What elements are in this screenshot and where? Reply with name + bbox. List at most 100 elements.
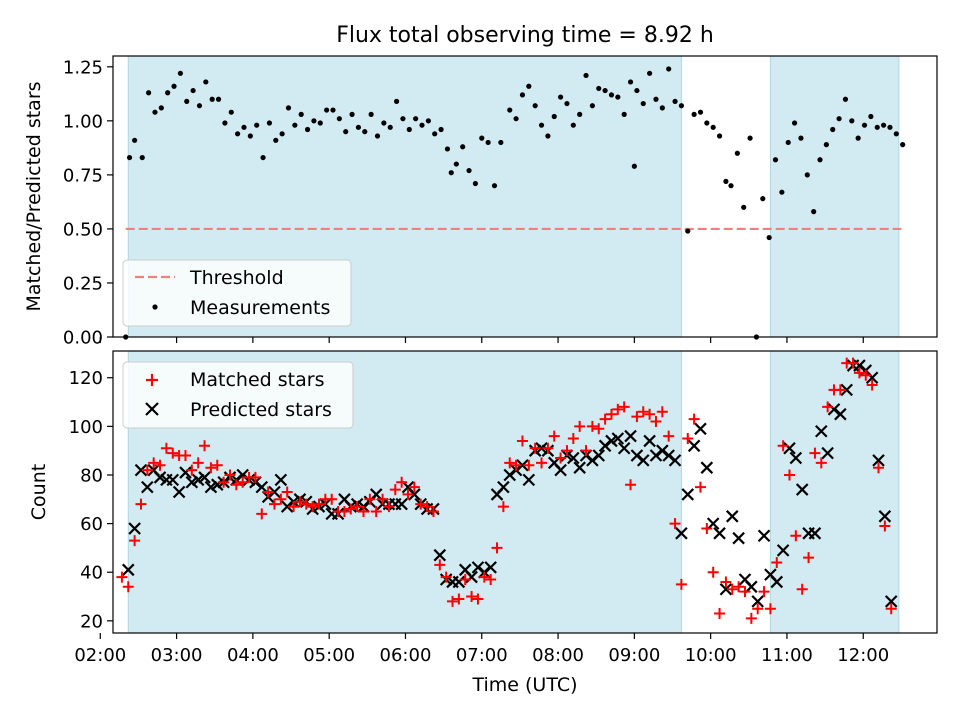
measurement-point	[589, 103, 595, 109]
measurement-point	[419, 122, 425, 128]
matched-stars-point	[485, 574, 497, 586]
chart-title: Flux total observing time = 8.92 h	[336, 23, 714, 48]
count-plot-frame	[112, 350, 938, 634]
measurement-point	[349, 111, 355, 117]
measurement-point	[627, 79, 634, 85]
measurement-point	[532, 103, 538, 109]
predicted-stars-point	[713, 527, 726, 540]
matched-stars-point	[205, 462, 217, 474]
matched-stars-point	[536, 457, 548, 469]
measurement-point	[583, 72, 589, 79]
measurement-point	[678, 103, 685, 109]
matched-stars-point	[421, 501, 433, 513]
measurement-point	[766, 234, 772, 241]
ratio-y-axis-label: Matched/Predicted stars	[23, 81, 45, 311]
measurement-point	[640, 100, 646, 107]
predicted-stars-legend-label: Predicted stars	[190, 399, 332, 421]
measurement-point	[545, 133, 551, 139]
measurement-point	[235, 131, 241, 137]
predicted-stars-point	[643, 434, 656, 448]
predicted-stars-point	[567, 451, 580, 465]
matched-stars-point	[160, 442, 172, 454]
x-tick-label: 12:00	[837, 645, 889, 666]
matched-stars-point	[135, 498, 147, 510]
predicted-stars-point	[198, 471, 211, 484]
matched-stars-point	[345, 503, 357, 515]
matched-stars-point	[313, 498, 325, 510]
matched-stars-point	[408, 481, 420, 493]
predicted-stars-point	[554, 463, 567, 477]
predicted-stars-point	[573, 461, 586, 474]
measurement-point	[215, 96, 222, 102]
measurement-point	[621, 111, 627, 117]
y-tick-label: 1.00	[63, 111, 103, 132]
matched-stars-point	[466, 591, 478, 603]
predicted-stars-point	[497, 480, 510, 494]
measurement-point	[324, 107, 330, 113]
matched-stars-point	[122, 581, 134, 593]
measurement-point	[298, 111, 304, 117]
measurement-point	[146, 90, 152, 96]
matched-stars-point	[402, 488, 414, 500]
matched-stars-point	[707, 566, 719, 578]
measurement-point	[842, 96, 849, 102]
count-y-axis-label: Count	[28, 464, 50, 520]
predicted-stars-point	[611, 432, 625, 445]
measurement-point	[247, 133, 253, 139]
measurement-point	[209, 96, 215, 102]
matched-stars-point	[427, 505, 439, 517]
measurement-point	[292, 122, 298, 128]
measurement-point	[336, 116, 342, 122]
measurement-point	[126, 154, 133, 161]
x-tick-label: 11:00	[761, 645, 813, 666]
measurement-point	[666, 66, 672, 72]
x-tick-label: 08:00	[532, 645, 584, 666]
predicted-stars-point	[795, 483, 809, 496]
matched-stars-point	[694, 481, 706, 493]
measurement-point	[254, 122, 260, 128]
predicted-stars-point	[719, 582, 733, 596]
measurement-point	[631, 163, 637, 169]
measurement-point	[400, 116, 406, 122]
matched-stars-point	[879, 520, 891, 532]
matched-stars-point	[268, 498, 280, 510]
measurement-point	[387, 124, 393, 130]
measurement-point	[817, 157, 823, 163]
y-tick-label: 0.00	[63, 328, 103, 349]
measurement-point	[381, 120, 387, 126]
ratio-legend: Threshold Measurements	[122, 259, 352, 327]
matched-stars-point	[656, 406, 668, 418]
matched-stars-point	[358, 505, 370, 517]
measurement-point	[602, 87, 608, 94]
count-legend-box	[122, 361, 354, 429]
measurement-point	[507, 107, 513, 113]
predicted-stars-legend-swatch	[145, 402, 159, 416]
matched-stars-point	[523, 459, 535, 471]
measurement-point	[479, 135, 485, 141]
x-tick-label: 06:00	[380, 645, 432, 666]
measurement-point	[570, 122, 576, 128]
predicted-stars-point	[865, 371, 879, 385]
x-tick-label: 10:00	[685, 645, 737, 666]
matched-stars-point	[472, 593, 484, 605]
matched-stars-point	[790, 530, 802, 542]
matched-stars-point	[580, 445, 592, 457]
measurement-point	[393, 98, 400, 104]
measurement-point	[132, 137, 138, 143]
measurement-point	[855, 135, 861, 141]
predicted-stars-point	[268, 485, 281, 499]
measurement-point	[880, 122, 887, 128]
measurements-legend-label: Measurements	[190, 297, 330, 319]
measurement-point	[685, 228, 691, 234]
predicted-stars-point	[770, 575, 784, 589]
matched-stars-point	[783, 469, 795, 481]
measurement-point	[311, 118, 317, 124]
predicted-stars-point	[452, 575, 466, 589]
predicted-stars-point	[121, 563, 135, 577]
matched-stars-point	[370, 505, 382, 517]
measurement-point	[343, 129, 349, 135]
matched-stars-point	[745, 612, 757, 624]
predicted-stars-point	[700, 461, 714, 474]
predicted-stars-point	[369, 488, 383, 501]
